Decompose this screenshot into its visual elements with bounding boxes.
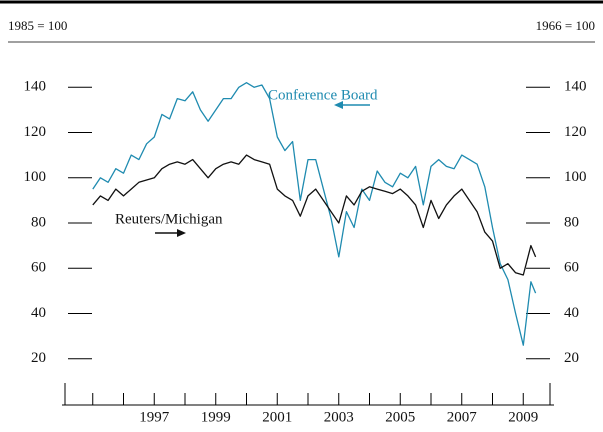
y-tick-label: 140 [24, 79, 47, 95]
x-tick-label: 1997 [139, 409, 170, 425]
y2-tick-label: 100 [564, 169, 587, 185]
y2-tick-label: 80 [564, 214, 579, 230]
y-tick-label: 60 [31, 260, 46, 276]
y2-tick-label: 120 [564, 124, 587, 140]
left-axis-title: 1985 = 100 [8, 18, 67, 33]
arrow-head [177, 229, 186, 237]
x-tick-label: 2005 [385, 409, 415, 425]
x-tick-label: 2007 [447, 409, 478, 425]
y2-tick-label: 140 [564, 79, 587, 95]
y2-tick-label: 40 [564, 305, 579, 321]
arrow-head [334, 101, 343, 109]
y2-tick-label: 60 [564, 260, 579, 276]
series-line [92, 82, 537, 346]
y-tick-label: 120 [24, 124, 47, 140]
y-tick-label: 80 [31, 214, 46, 230]
x-tick-label: 1999 [201, 409, 231, 425]
y-tick-label: 20 [31, 350, 46, 366]
series-line [92, 154, 537, 276]
y-tick-label: 100 [24, 169, 47, 185]
x-tick-label: 2003 [324, 409, 354, 425]
y-tick-label: 40 [31, 305, 46, 321]
x-tick-label: 2001 [262, 409, 292, 425]
annotation: Reuters/Michigan [115, 211, 223, 227]
x-tick-label: 2009 [508, 409, 538, 425]
right-axis-title: 1966 = 100 [536, 18, 595, 33]
annotation: Conference Board [268, 87, 378, 103]
y2-tick-label: 20 [564, 350, 579, 366]
